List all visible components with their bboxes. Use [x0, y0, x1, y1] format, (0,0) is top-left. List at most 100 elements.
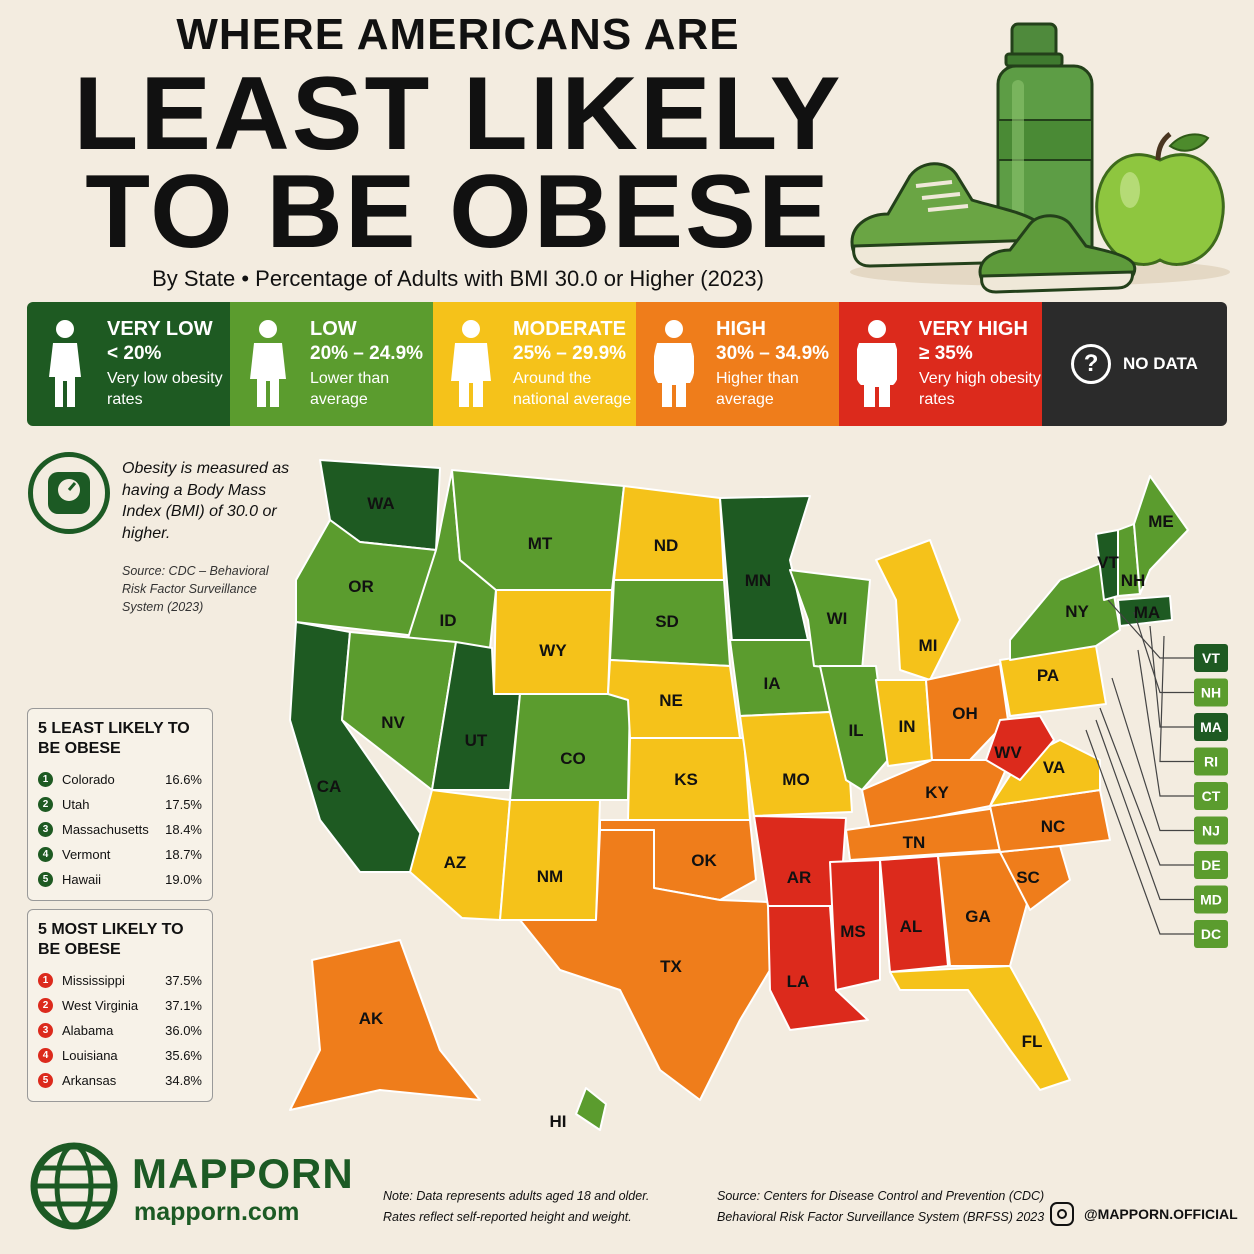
legend-range: 20% – 24.9% — [310, 342, 424, 364]
callout-box — [1194, 713, 1228, 741]
state-mt[interactable] — [451, 469, 625, 591]
state-tx[interactable] — [519, 829, 777, 1101]
rank-row: 3 Massachusetts 18.4% — [38, 817, 202, 842]
state-ma[interactable] — [1117, 595, 1173, 627]
callout-label: MD — [1200, 892, 1222, 908]
state-oh[interactable] — [925, 663, 1009, 761]
rank-row: 4 Vermont 18.7% — [38, 842, 202, 867]
state-hi[interactable] — [575, 1087, 607, 1131]
state-fl[interactable] — [889, 965, 1071, 1091]
state-me[interactable] — [1133, 475, 1189, 595]
state-mi[interactable] — [875, 539, 961, 681]
info-text: Obesity is measured as having a Body Mas… — [122, 460, 290, 542]
state-ga[interactable] — [937, 851, 1029, 967]
legend-desc: Very low obesity rates — [107, 369, 223, 408]
globe-icon — [30, 1142, 118, 1230]
state-mo[interactable] — [739, 711, 853, 817]
rank-row: 2 West Virginia 37.1% — [38, 993, 202, 1018]
state-mn[interactable] — [719, 495, 811, 643]
rank-value: 19.0% — [165, 872, 202, 887]
state-co[interactable] — [509, 693, 631, 801]
rank-row: 4 Louisiana 35.6% — [38, 1043, 202, 1068]
person-icon — [49, 320, 81, 407]
callout-label: NH — [1201, 685, 1221, 701]
legend-desc: Lower than average — [310, 369, 390, 408]
state-nm[interactable] — [499, 799, 601, 921]
rank-value: 18.4% — [165, 822, 202, 837]
social-handle: @MAPPORN.OFFICIAL — [1084, 1206, 1238, 1222]
rank-number: 4 — [38, 847, 53, 862]
most-likely-box: 5 MOST LIKELY TO BE OBESE 1 Mississippi 37… — [27, 909, 213, 1102]
state-ms[interactable] — [829, 859, 881, 991]
callout-label: DC — [1201, 926, 1221, 942]
rank-row: 3 Alabama 36.0% — [38, 1018, 202, 1043]
rank-row: 5 Arkansas 34.8% — [38, 1068, 202, 1093]
callout-label: NJ — [1202, 823, 1220, 839]
legend-title: MODERATE — [513, 317, 626, 340]
rank-state: Alabama — [62, 1023, 114, 1038]
callout-line — [1149, 625, 1194, 728]
rank-state: Mississippi — [62, 973, 125, 988]
apple-icon — [1095, 132, 1225, 266]
state-ak[interactable] — [289, 939, 481, 1111]
title-line-2: TO BE OBESE — [85, 154, 831, 270]
rank-state: Vermont — [62, 847, 111, 862]
callout-box — [1194, 678, 1228, 707]
rank-row: 2 Utah 17.5% — [38, 792, 202, 817]
rank-number: 5 — [38, 1073, 53, 1088]
instagram-link[interactable]: @MAPPORN.OFFICIAL — [1050, 1202, 1238, 1226]
legend-title: HIGH — [716, 317, 766, 340]
rank-number: 5 — [38, 872, 53, 887]
callout-label: VT — [1202, 650, 1220, 666]
state-wv[interactable] — [985, 715, 1055, 781]
rank-number: 1 — [38, 973, 53, 988]
state-sd[interactable] — [609, 579, 731, 667]
rank-number: 1 — [38, 772, 53, 787]
state-az[interactable] — [409, 789, 511, 921]
brand-url[interactable]: mapporn.com — [134, 1198, 300, 1226]
legend-title: VERY HIGH — [919, 317, 1028, 340]
state-nd[interactable] — [613, 485, 725, 581]
rank-row: 1 Mississippi 37.5% — [38, 968, 202, 993]
callout-line — [1111, 677, 1194, 832]
rank-value: 36.0% — [165, 1023, 202, 1038]
callout-label: DE — [1201, 857, 1220, 873]
source-line-2: Behavioral Risk Factor Surveillance Syst… — [717, 1210, 1045, 1225]
state-ky[interactable] — [861, 759, 1011, 831]
legend-moderate: MODERATE 25% – 29.9% Around the national a… — [433, 302, 636, 426]
note-line-1: Note: Data represents adults aged 18 and… — [383, 1189, 650, 1203]
legend-desc: Very high obesity rates — [919, 369, 1041, 408]
rank-row: 5 Hawaii 19.0% — [38, 867, 202, 892]
source-line-1: Source: Centers for Disease Control and … — [717, 1189, 1045, 1203]
rank-number: 2 — [38, 797, 53, 812]
rank-value: 16.6% — [165, 772, 202, 787]
state-ks[interactable] — [627, 737, 751, 821]
legend-title: LOW — [310, 317, 357, 340]
state-wy[interactable] — [493, 589, 613, 695]
legend-high: HIGH 30% – 34.9% Higher than average — [636, 302, 839, 426]
state-al[interactable] — [879, 855, 949, 973]
callout-line — [1099, 707, 1194, 866]
person-icon — [451, 320, 491, 407]
rank-value: 34.8% — [165, 1073, 202, 1088]
rank-value: 18.7% — [165, 847, 202, 862]
callout-box — [1194, 782, 1228, 810]
callout-box — [1194, 816, 1228, 845]
rank-state: Colorado — [62, 772, 115, 787]
rank-state: Louisiana — [62, 1048, 118, 1063]
most-likely-title: 5 MOST LIKELY TO BE OBESE — [38, 921, 184, 958]
callout-line — [1095, 719, 1194, 901]
rank-value: 37.1% — [165, 998, 202, 1013]
scale-icon — [28, 452, 110, 534]
title-line-1: LEAST LIKELY — [73, 56, 843, 172]
title-top: WHERE AMERICANS ARE — [176, 10, 740, 59]
state-la[interactable] — [767, 905, 869, 1031]
legend-range: ≥ 35% — [919, 342, 973, 364]
rank-value: 35.6% — [165, 1048, 202, 1063]
brand-name: MAPPORN — [132, 1150, 354, 1197]
rank-number: 2 — [38, 998, 53, 1013]
callout-box — [1194, 851, 1228, 879]
callout-box — [1194, 885, 1228, 914]
legend-no-data: ? NO DATA — [1042, 302, 1227, 426]
fitness-illustration — [850, 22, 1230, 294]
